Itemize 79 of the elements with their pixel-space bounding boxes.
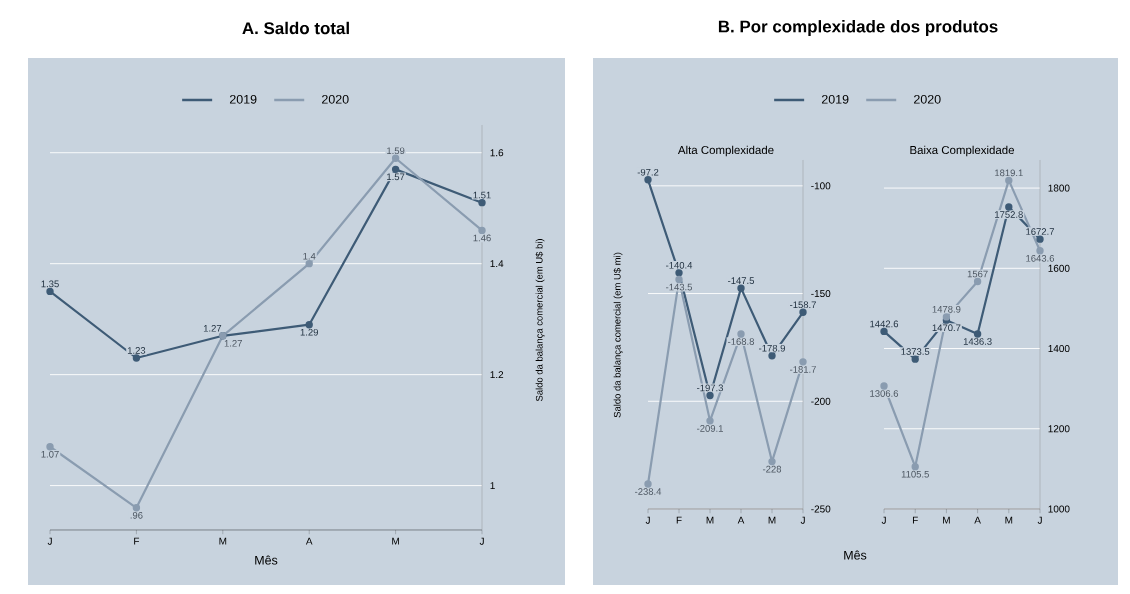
y-tick-label: 1	[490, 482, 495, 490]
x-tick-label: M	[943, 516, 950, 524]
x-axis-title: Mês	[255, 555, 278, 565]
text: B. Por complexidade dos produtos	[718, 20, 998, 36]
x-tick-label: J	[479, 537, 484, 545]
data-label: -143.5	[666, 283, 693, 291]
data-label: 1470.7	[932, 324, 961, 332]
x-tick-label: J	[1037, 516, 1042, 524]
data-label: 1478.9	[932, 305, 961, 313]
data-label: -97.2	[637, 168, 659, 176]
data-label: 1.23	[127, 347, 146, 354]
data-label: -168.8	[728, 338, 755, 345]
y-tick-label: -250	[811, 505, 831, 513]
data-label: 1.27	[203, 325, 222, 332]
y-tick-label: 1600	[1048, 264, 1070, 272]
x-tick-label: F	[912, 516, 918, 524]
y-tick-label: 1000	[1048, 505, 1070, 513]
data-label: 1.46	[473, 234, 491, 242]
x-tick-label: A	[305, 537, 313, 545]
legend-label: 2019	[229, 94, 257, 104]
x-tick-label: J	[47, 537, 52, 545]
data-label: 1105.5	[901, 470, 929, 478]
x-tick-label: J	[645, 516, 650, 524]
data-label: 1819.1	[995, 169, 1023, 177]
data-label: 1373.5	[901, 348, 930, 355]
y-tick-label: -150	[811, 290, 831, 298]
data-label: -140.4	[666, 261, 693, 269]
data-label: 1306.6	[870, 390, 899, 397]
legend-label: 2020	[914, 94, 941, 104]
y-tick-label: -200	[811, 397, 831, 405]
data-label: -238.4	[635, 488, 662, 495]
x-tick-label: J	[800, 516, 805, 524]
data-label: 1.07	[41, 450, 59, 458]
y-tick-label: -100	[811, 182, 831, 190]
data-label: 1442.6	[870, 320, 899, 328]
x-tick-label: M	[219, 537, 227, 545]
x-tick-label: M	[392, 537, 399, 545]
data-label: .96	[130, 511, 143, 519]
chart-subtitle: Baixa Complexidade	[910, 145, 1014, 157]
data-label: 1643.6	[1026, 255, 1055, 262]
y-tick-label: 1.6	[490, 149, 504, 157]
data-label: -228	[762, 465, 782, 473]
data-label: -197.3	[697, 384, 724, 392]
data-label: 1.35	[41, 280, 59, 288]
data-label: 1.4	[303, 252, 316, 260]
y-tick-label: 1400	[1048, 345, 1070, 353]
x-tick-label: A	[974, 516, 981, 524]
chart-subtitle: Alta Complexidade	[677, 145, 774, 157]
y-axis-title: Saldo da balança comercial (em U$ bi)	[535, 239, 545, 402]
data-label: -178.9	[759, 344, 785, 352]
y-tick-label: 1.2	[490, 371, 504, 379]
legend-label: 2019	[821, 94, 849, 104]
x-tick-label: M	[706, 516, 714, 524]
data-label: -147.5	[728, 277, 755, 284]
y-tick-label: 1200	[1048, 425, 1070, 433]
y-axis-title: Saldo da balança comercial (em U$ mi)	[613, 252, 623, 418]
x-tick-label: M	[1005, 516, 1013, 524]
x-tick-label: J	[881, 516, 886, 524]
legend-label: 2020	[322, 94, 349, 104]
y-tick-label: 1.4	[490, 260, 504, 268]
data-label: 1.27	[224, 340, 242, 347]
data-label: 1.29	[300, 328, 318, 336]
data-label: 1752.8	[995, 211, 1023, 218]
data-label: -181.7	[790, 366, 816, 373]
x-tick-label: F	[676, 516, 682, 524]
y-tick-label: 1800	[1048, 184, 1070, 192]
data-label: 1567	[967, 270, 988, 278]
data-label: 1.59	[387, 147, 405, 155]
data-label: 1672.7	[1026, 228, 1055, 235]
data-label: 1.51	[473, 191, 491, 199]
chart-title: A. Saldo total	[242, 21, 349, 35]
x-tick-label: A	[737, 516, 745, 524]
x-tick-label: M	[768, 516, 776, 524]
x-axis-title: Mês	[844, 550, 867, 560]
data-label: -158.7	[790, 301, 816, 309]
x-tick-label: F	[134, 537, 140, 545]
data-label: 1.57	[387, 173, 405, 181]
data-label: -209.1	[697, 425, 723, 432]
data-label: 1436.3	[963, 338, 992, 345]
